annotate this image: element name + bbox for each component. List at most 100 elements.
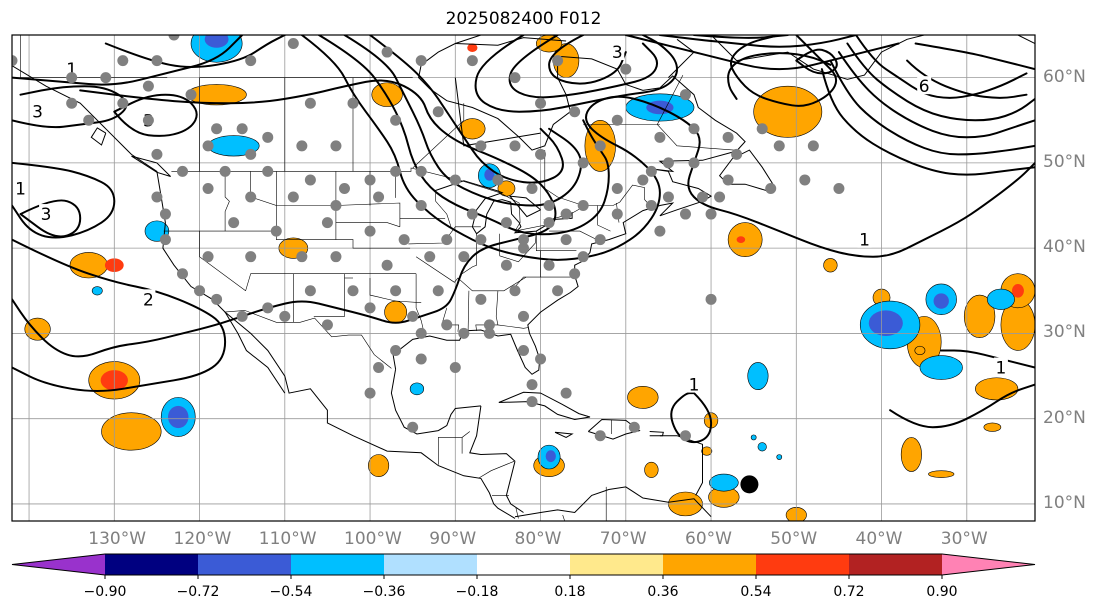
longitude-label: 90°W [429,529,477,549]
coastlines [12,35,1035,519]
coastline [668,38,695,78]
station-marker [645,200,657,212]
station-marker [245,148,257,160]
station-marker [296,140,308,152]
contour-labels: 13313236111 [13,42,1008,396]
station-marker [236,310,248,322]
strong-positive-anomaly-fill [1011,283,1024,298]
station-marker [390,114,402,126]
station-marker [458,327,470,339]
contour-line [693,35,789,39]
station-marker [194,285,206,297]
border-line [245,273,417,291]
station-marker [714,191,726,203]
contour-line [548,35,627,85]
contour-line [317,35,610,236]
contour-line [795,48,838,75]
storm-center-marker [740,475,759,494]
coastline [224,311,286,394]
station-marker [697,191,709,203]
station-marker [390,165,402,177]
station-marker [518,344,529,356]
border-line [369,278,422,303]
coastline [12,65,516,519]
colorbar-segment [105,554,199,575]
coastline [554,431,574,438]
station-marker [287,191,299,203]
station-marker [577,251,589,263]
station-marker [321,217,333,229]
colorbar-tick-label: 0.90 [926,584,958,600]
contour-label: 3 [612,43,623,63]
positive-anomaly-fill [823,258,838,273]
station-marker [347,285,359,297]
station-marker [526,379,538,391]
station-marker [500,217,512,229]
border-line [497,324,529,329]
station-marker [662,191,674,203]
coastline [455,37,567,46]
station-marker [364,225,376,237]
border-line [562,514,565,521]
colorbar-segment [756,554,850,575]
station-marker [611,182,623,194]
station-marker [202,140,214,152]
station-marker [483,327,495,339]
station-marker [475,293,487,305]
positive-anomaly-fill [101,412,162,451]
latitude-label: 30°N [1043,322,1086,343]
contour-line [889,383,1035,429]
coastline [659,435,703,496]
station-marker [407,421,419,433]
positive-anomaly-fill [24,317,51,341]
station-marker [620,63,632,75]
station-marker [185,89,197,101]
station-marker [287,38,299,50]
station-marker [228,217,240,229]
station-marker [722,131,734,143]
positive-anomaly-fill [963,294,996,338]
station-marker [458,251,470,263]
strong-negative-anomaly-fill [868,310,903,336]
latitude-label: 20°N [1043,407,1086,428]
colorbar-tick-label: −0.36 [362,584,406,600]
station-marker [637,174,649,186]
border-line [435,191,452,227]
station-marker [543,217,555,229]
contour-line [19,199,82,238]
station-marker [441,319,453,331]
station-marker [552,55,564,67]
negative-anomaly-fill [776,454,783,460]
contour-line [906,59,1028,99]
contour-line [846,42,1035,122]
longitude-label: 70°W [599,529,647,549]
contour-label: 1 [689,376,700,396]
colorbar-segment [663,554,757,575]
map-frame [11,34,1036,522]
coastline [718,149,773,193]
station-marker [100,72,112,84]
colorbar-tick-label: 0.18 [554,584,586,600]
station-marker [151,148,163,160]
longitude-label: 60°W [685,529,732,549]
station-marker [543,200,555,212]
station-marker [117,55,129,67]
colorbar-segment [570,554,664,575]
colorbar-tick-label: 0.72 [833,584,865,600]
contour-label: 1 [995,359,1006,379]
colorbar-extend-low [12,554,105,575]
station-marker [321,319,333,331]
station-marker [799,174,811,186]
station-marker [202,251,214,263]
station-marker [262,302,274,314]
station-marker [262,165,274,177]
station-marker [245,251,257,263]
coastline [508,195,541,218]
positive-anomaly-fill [627,385,659,409]
contour-label-bg [993,357,1008,376]
station-marker [773,140,785,152]
station-marker [765,182,777,194]
figure-title: 2025082400 F012 [445,9,602,29]
station-marker [543,259,555,271]
